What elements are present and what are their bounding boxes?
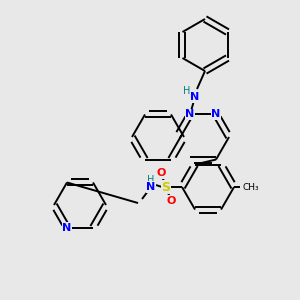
Text: H: H [183,86,191,96]
Text: N: N [212,110,221,119]
Text: N: N [146,182,156,192]
Text: N: N [62,223,72,232]
Text: H: H [147,175,155,185]
Text: O: O [166,196,176,206]
Text: S: S [161,181,170,194]
Text: N: N [185,110,195,119]
Text: CH₃: CH₃ [242,182,259,191]
Text: O: O [156,168,166,178]
Text: N: N [190,92,200,102]
